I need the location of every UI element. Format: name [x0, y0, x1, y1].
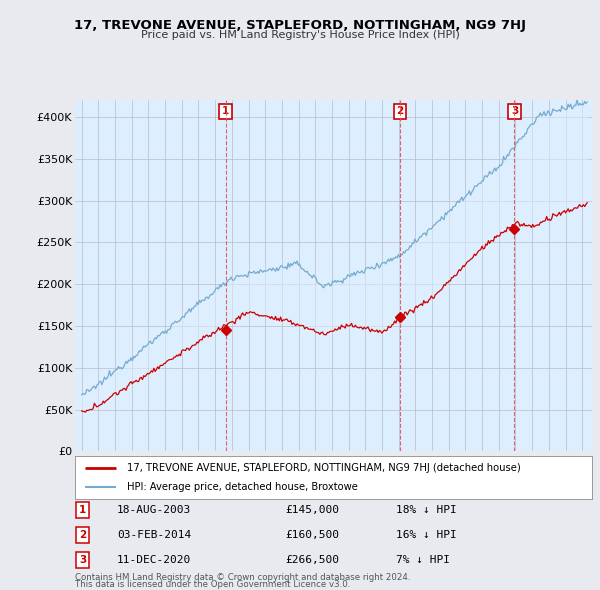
Text: 3: 3 — [511, 106, 518, 116]
Text: 1: 1 — [79, 506, 86, 515]
Text: 1: 1 — [222, 106, 229, 116]
Text: Contains HM Land Registry data © Crown copyright and database right 2024.: Contains HM Land Registry data © Crown c… — [75, 573, 410, 582]
Text: 3: 3 — [79, 555, 86, 565]
Text: 17, TREVONE AVENUE, STAPLEFORD, NOTTINGHAM, NG9 7HJ: 17, TREVONE AVENUE, STAPLEFORD, NOTTINGH… — [74, 19, 526, 32]
Text: This data is licensed under the Open Government Licence v3.0.: This data is licensed under the Open Gov… — [75, 580, 350, 589]
Text: 18-AUG-2003: 18-AUG-2003 — [117, 506, 191, 515]
Text: 2: 2 — [79, 530, 86, 540]
Text: £145,000: £145,000 — [285, 506, 339, 515]
Text: 2: 2 — [397, 106, 404, 116]
Text: 03-FEB-2014: 03-FEB-2014 — [117, 530, 191, 540]
Text: HPI: Average price, detached house, Broxtowe: HPI: Average price, detached house, Brox… — [127, 482, 358, 492]
Text: 17, TREVONE AVENUE, STAPLEFORD, NOTTINGHAM, NG9 7HJ (detached house): 17, TREVONE AVENUE, STAPLEFORD, NOTTINGH… — [127, 463, 520, 473]
Text: 16% ↓ HPI: 16% ↓ HPI — [396, 530, 457, 540]
Text: 11-DEC-2020: 11-DEC-2020 — [117, 555, 191, 565]
Text: £160,500: £160,500 — [285, 530, 339, 540]
Text: 18% ↓ HPI: 18% ↓ HPI — [396, 506, 457, 515]
Text: Price paid vs. HM Land Registry's House Price Index (HPI): Price paid vs. HM Land Registry's House … — [140, 30, 460, 40]
Text: 7% ↓ HPI: 7% ↓ HPI — [396, 555, 450, 565]
Text: £266,500: £266,500 — [285, 555, 339, 565]
